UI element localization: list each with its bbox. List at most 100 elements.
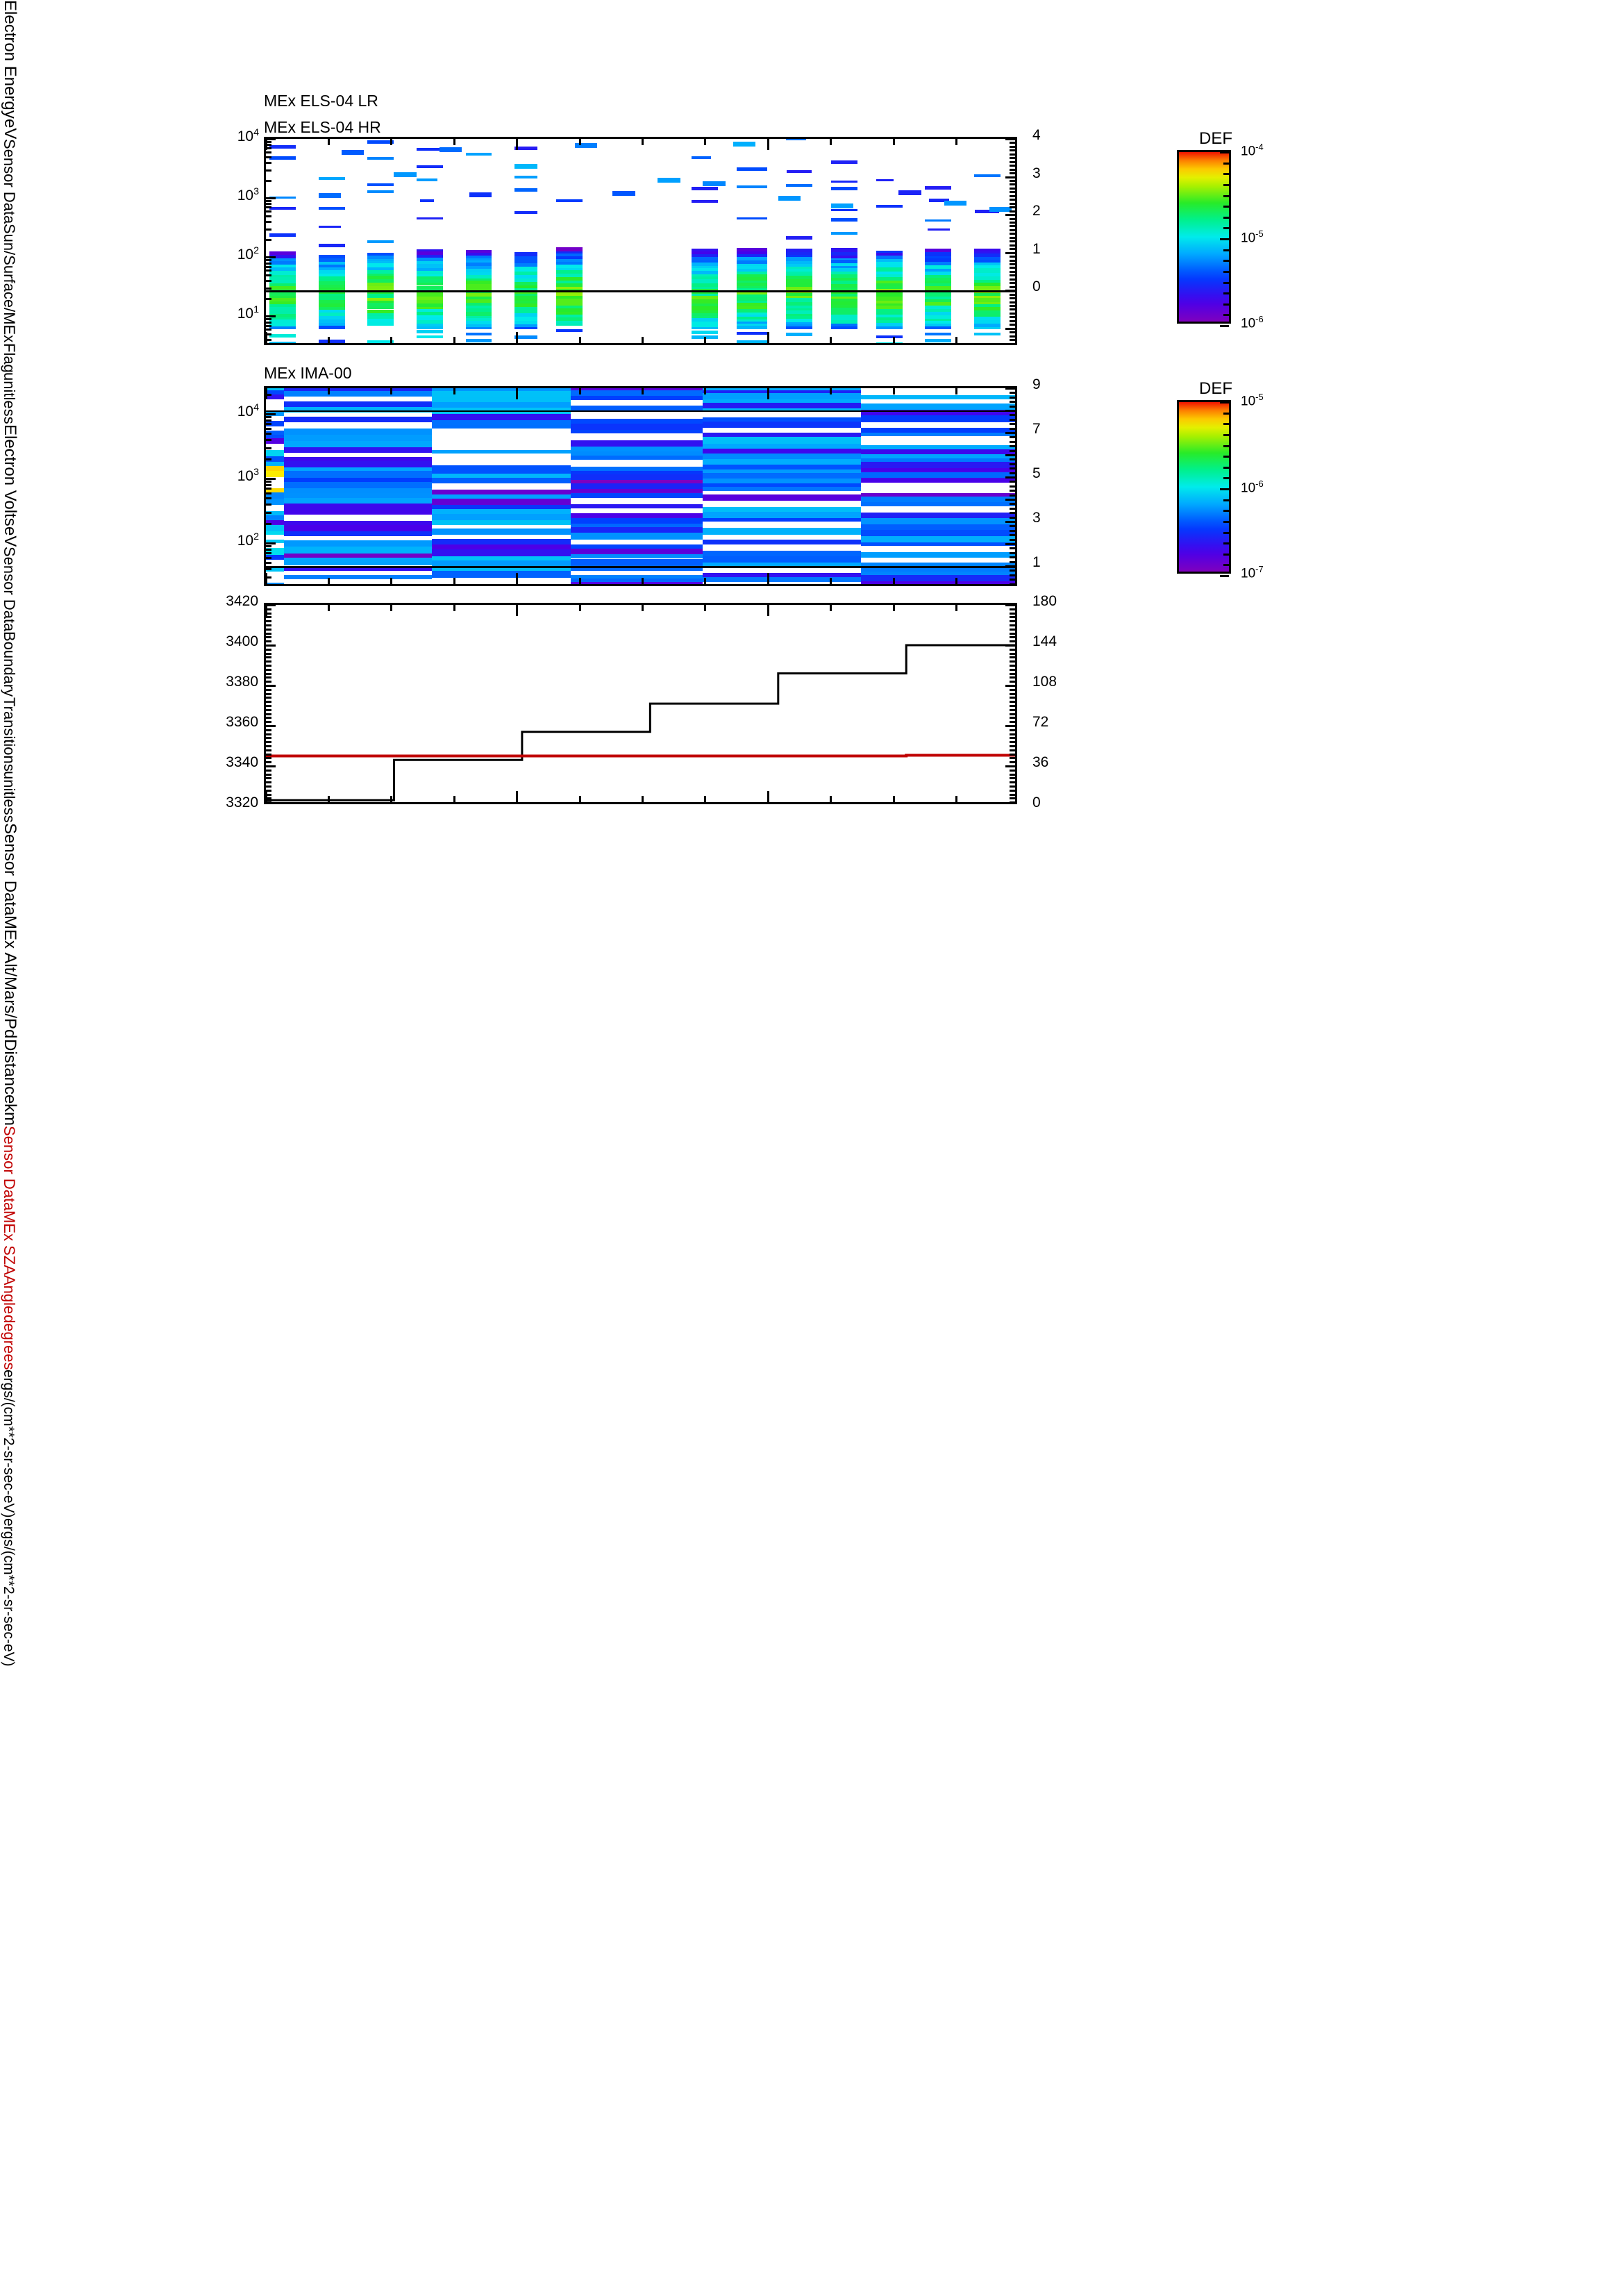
axis-tick [1010, 244, 1015, 247]
ima-ytick-label: 102 [237, 531, 259, 549]
spectrogram-stripe [465, 258, 492, 261]
axis-tick [453, 578, 455, 584]
axis-tick [1010, 507, 1015, 510]
axis-tick [1010, 160, 1015, 163]
spectrogram-stripe [973, 314, 1001, 317]
axis-tick [266, 612, 271, 615]
spectrogram-stripe [284, 574, 432, 580]
axis-tick [1005, 725, 1015, 727]
axis-tick [1010, 773, 1015, 776]
axis-tick [1010, 165, 1015, 167]
els-y-label-2: eV [1, 118, 19, 140]
spectrogram-stripe [703, 393, 862, 399]
axis-tick [266, 497, 271, 499]
axis-tick [266, 568, 271, 570]
spectrogram-stripe [737, 269, 767, 272]
axis-tick [1010, 149, 1015, 152]
spectrogram-stripe [269, 317, 296, 320]
ima-spectrogram-panel[interactable] [264, 386, 1017, 586]
spectrogram-stripe [318, 193, 342, 199]
spectrogram-stripe [431, 391, 571, 397]
spectrogram-stripe [514, 303, 537, 308]
spectrogram-stripe [367, 157, 394, 160]
spectrogram-stripe [514, 259, 537, 263]
axis-tick [1010, 301, 1015, 303]
spectrogram-stripe [465, 250, 492, 253]
spectrogram-stripe [785, 264, 812, 267]
spectrogram-stripe [417, 320, 443, 324]
spectrogram-stripe [431, 538, 571, 545]
spectrogram-stripe [266, 434, 285, 438]
spectrogram-stripe [284, 497, 432, 504]
axis-tick [1010, 640, 1015, 643]
spectrogram-stripe [266, 388, 285, 390]
sza-right-label-1: Sensor Data [1, 1126, 18, 1211]
axis-tick [266, 523, 271, 525]
axis-tick [266, 447, 271, 449]
spectrogram-stripe [284, 407, 432, 413]
spectrogram-stripe [973, 296, 1001, 299]
spectrogram-stripe [465, 324, 492, 328]
spectrogram-stripe [876, 280, 903, 283]
spectrogram-stripe [973, 256, 1001, 260]
axis-tick [1010, 583, 1015, 584]
spectrogram-stripe [861, 542, 1015, 546]
spectrogram-stripe [703, 464, 862, 469]
axis-tick [578, 605, 581, 611]
spectrogram-stripe [269, 298, 296, 302]
els-right-tick-label: 1 [1032, 240, 1041, 257]
spectrogram-stripe [514, 269, 537, 272]
spectrogram-stripe [266, 462, 285, 467]
spectrogram-stripe [318, 307, 345, 310]
spectrogram-stripe [284, 428, 432, 435]
spectrogram-stripe [830, 232, 857, 235]
spectrogram-stripe [861, 444, 1015, 449]
spectrogram-stripe [269, 319, 296, 324]
spectrogram-stripe [876, 283, 903, 286]
spectrogram-stripe [318, 281, 345, 285]
els-right-label-3: Flag [1, 342, 18, 373]
spectrogram-stripe [861, 449, 1015, 455]
spectrogram-stripe [703, 487, 862, 492]
spectrogram-stripe [925, 312, 952, 315]
spectrogram-stripe [861, 458, 1015, 462]
spectrogram-stripe [367, 300, 394, 303]
spectrogram-stripe [737, 280, 767, 283]
altitude-sza-panel[interactable] [264, 603, 1017, 804]
axis-tick [266, 179, 271, 182]
spectrogram-stripe [284, 435, 432, 442]
spectrogram-stripe [367, 288, 394, 292]
axis-tick [1005, 685, 1015, 687]
spectrogram-stripe [465, 297, 492, 300]
sun-surface-flag-line [266, 290, 1015, 293]
spectrogram-stripe [417, 326, 443, 330]
spectrogram-stripe [692, 248, 718, 252]
axis-tick [1010, 236, 1015, 239]
spectrogram-stripe [514, 266, 537, 269]
axis-tick [1010, 297, 1015, 300]
alt-ytick-label: 3380 [226, 674, 258, 690]
spectrogram-stripe [876, 267, 903, 272]
spectrogram-stripe [284, 477, 432, 482]
spectrogram-stripe [571, 526, 703, 533]
ima-right-tick-label: 3 [1032, 510, 1041, 526]
spectrogram-stripe [925, 186, 952, 190]
axis-tick [266, 688, 271, 691]
axis-tick [1010, 233, 1015, 235]
axis-tick [266, 280, 271, 283]
els-spectrogram-panel[interactable] [264, 137, 1017, 345]
axis-tick [1010, 708, 1015, 711]
spectrogram-stripe [973, 276, 1001, 281]
els-right-label-4: unitless [1, 372, 18, 424]
colorbar-tick [1223, 499, 1229, 501]
axis-tick [266, 413, 276, 415]
spectrogram-stripe [973, 174, 1001, 178]
axis-tick [266, 206, 271, 209]
spectrogram-stripe [431, 478, 571, 483]
axis-tick [1010, 632, 1015, 635]
axis-tick [704, 388, 707, 394]
axis-tick [266, 632, 271, 635]
axis-tick [266, 151, 271, 153]
spectrogram-stripe [571, 554, 703, 559]
axis-tick [1010, 534, 1015, 537]
